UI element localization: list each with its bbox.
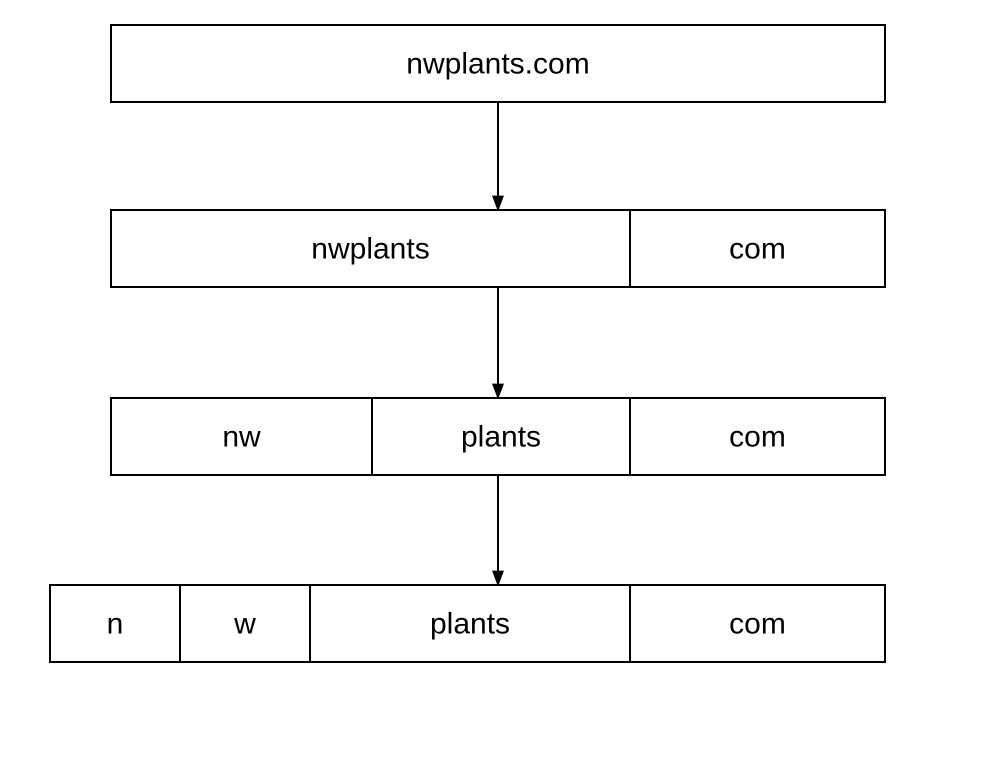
cell-label: nwplants.com [406,47,589,80]
cell-label: com [729,607,786,640]
diagram-row: n w plants com [50,585,885,662]
diagram-row: nwplants com [111,210,885,287]
cell-label: com [729,232,786,265]
diagram-row: nw plants com [111,398,885,475]
cell-label: com [729,420,786,453]
cell-label: plants [461,420,541,453]
cell-label: plants [430,607,510,640]
cell-label: nw [222,420,261,453]
cell-label: w [233,607,256,640]
decomposition-diagram: nwplants.comnwplantscomnwplantscomnwplan… [0,0,1000,784]
diagram-row: nwplants.com [111,25,885,102]
cell-label: n [107,607,124,640]
cell-label: nwplants [311,232,429,265]
